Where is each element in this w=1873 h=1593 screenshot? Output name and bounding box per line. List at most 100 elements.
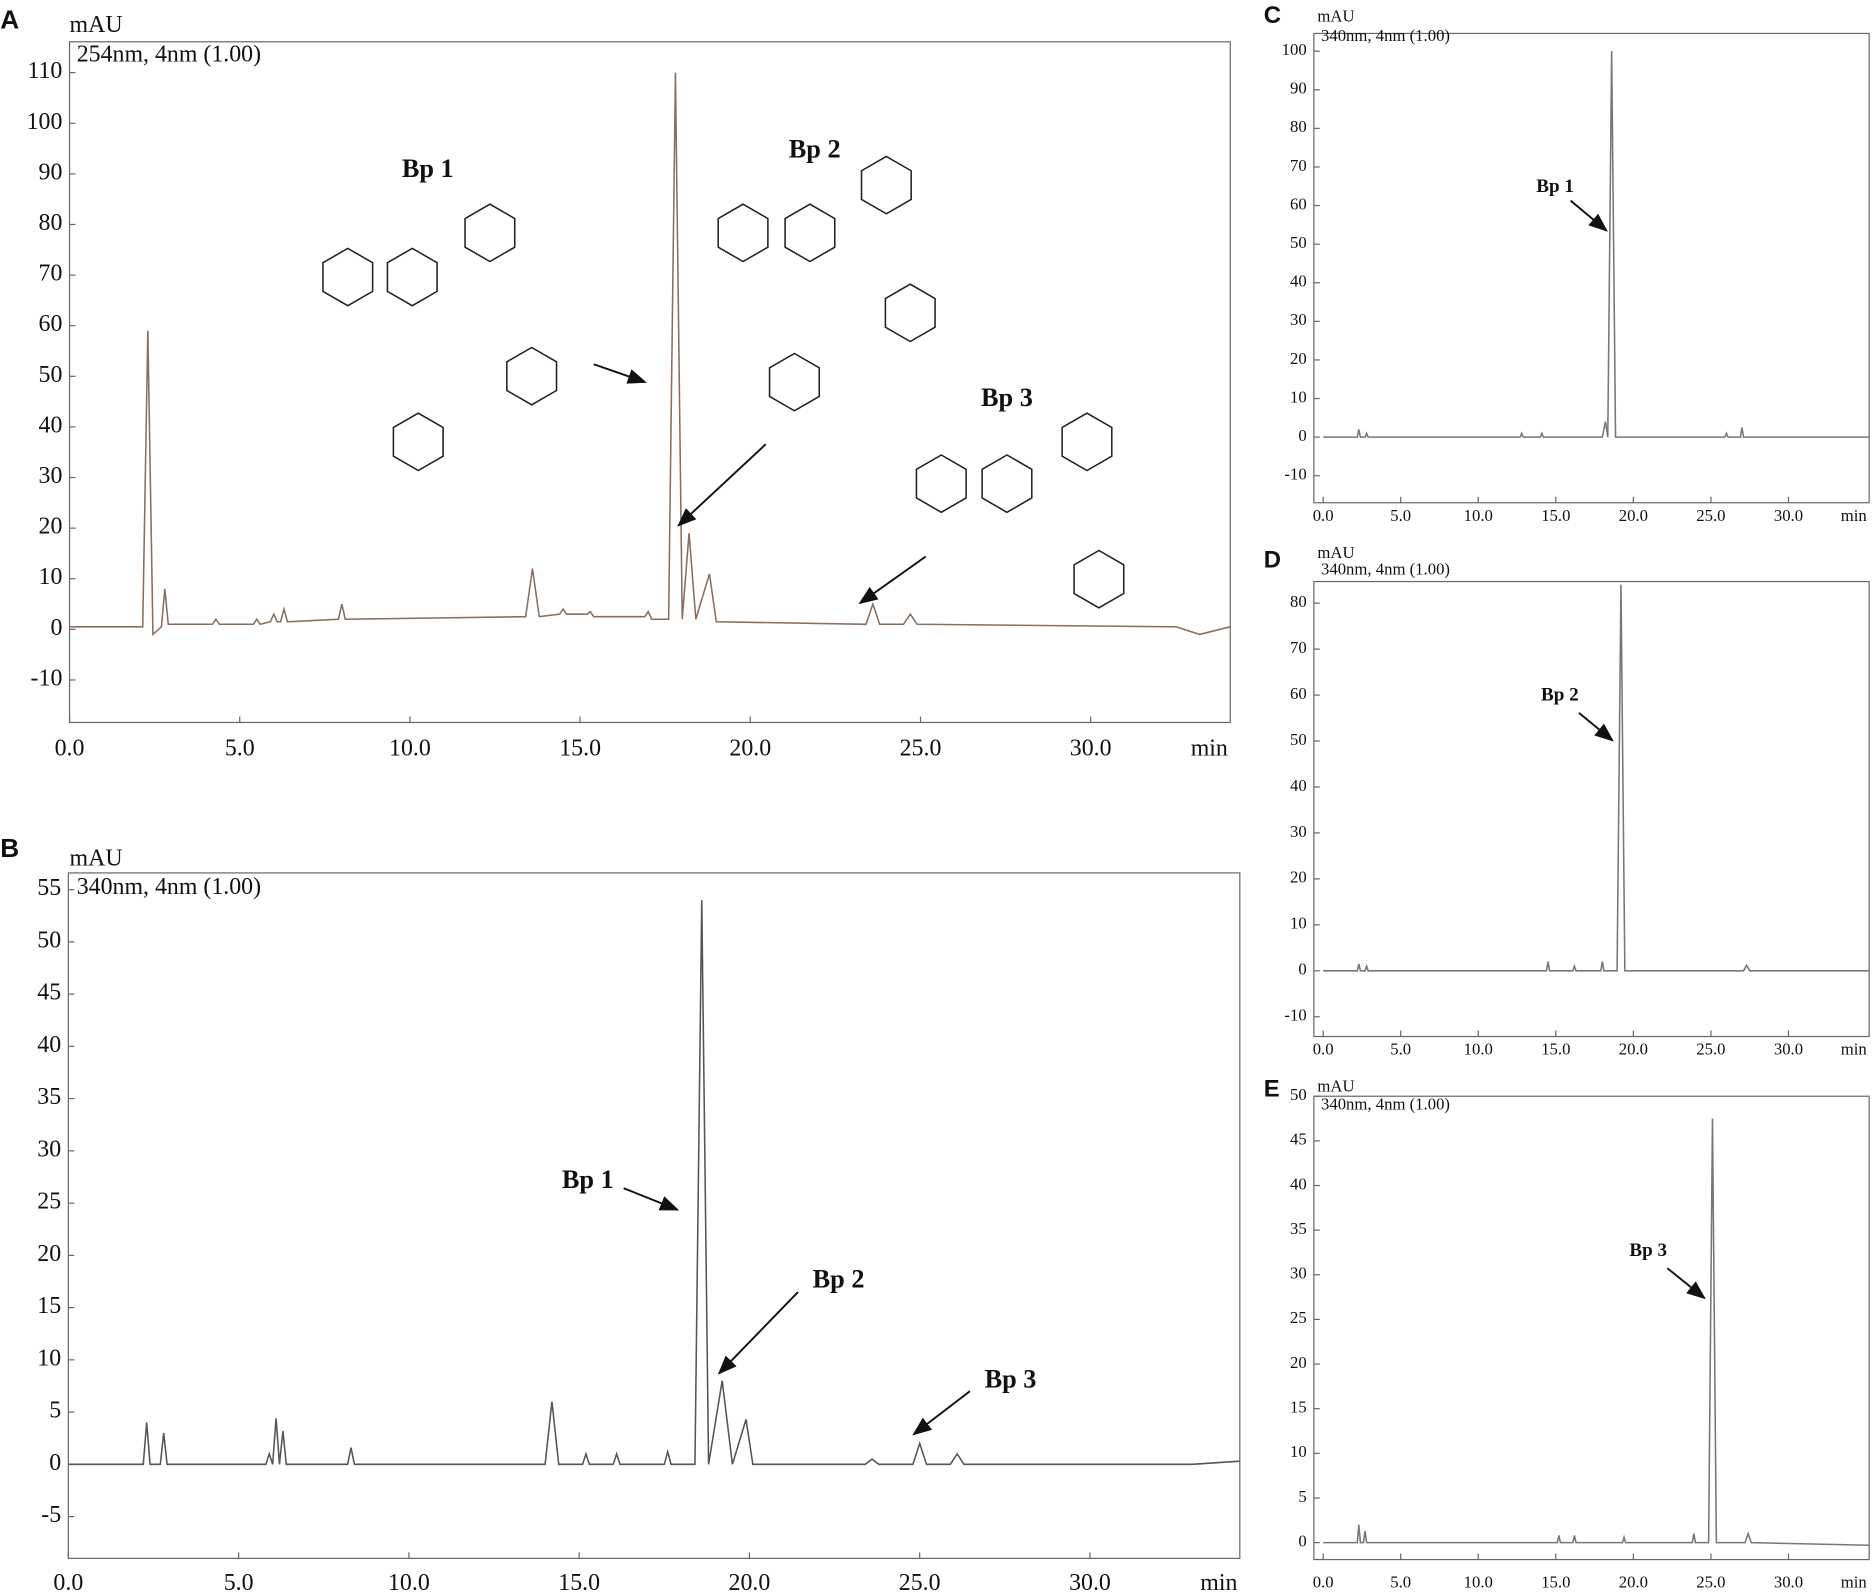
- y-tick-label: 10: [1290, 387, 1307, 406]
- y-tick-label: 0: [1298, 1531, 1306, 1550]
- structure-ring: [915, 454, 967, 514]
- x-tick-label: 10.0: [389, 735, 431, 761]
- peak-arrow: [1569, 199, 1608, 232]
- y-tick-label: 10: [39, 564, 63, 590]
- x-tick-label: 15.0: [558, 1570, 600, 1593]
- peak-arrow: [912, 1390, 971, 1436]
- y-tick-label: 25: [37, 1189, 61, 1215]
- y-axis-unit: mAU: [1317, 7, 1354, 26]
- x-tick-label: 25.0: [900, 735, 942, 761]
- x-tick-label: 15.0: [559, 735, 601, 761]
- x-tick-label: 15.0: [1541, 1040, 1570, 1059]
- y-tick-label: 55: [37, 875, 61, 901]
- x-axis-unit: min: [1841, 1040, 1868, 1059]
- channel-label: 340nm, 4nm (1.00): [77, 874, 261, 900]
- x-tick-label: 5.0: [225, 735, 255, 761]
- y-tick-label: 35: [37, 1084, 61, 1110]
- trace: [1323, 1118, 1870, 1547]
- y-tick-label: 40: [1290, 272, 1307, 291]
- y-tick-label: 0: [49, 1450, 61, 1476]
- y-tick-label: 70: [1290, 638, 1307, 657]
- x-tick-label: 5.0: [1390, 1040, 1411, 1059]
- peak-arrow: [593, 363, 647, 384]
- peak-label: Bp 3: [981, 383, 1033, 412]
- panel-letter: B: [0, 833, 19, 863]
- y-tick-label: -10: [31, 665, 63, 691]
- x-tick-label: 5.0: [1390, 1572, 1411, 1591]
- x-tick-label: 30.0: [1774, 1572, 1803, 1591]
- x-tick-label: 5.0: [1390, 506, 1411, 525]
- structure-ring: [1061, 412, 1113, 472]
- y-tick-label: 80: [1290, 117, 1307, 136]
- x-tick-label: 25.0: [1696, 1572, 1725, 1591]
- structure-ring: [784, 203, 836, 263]
- y-tick-label: 45: [1290, 1130, 1307, 1149]
- peak-label: Bp 3: [985, 1365, 1037, 1394]
- x-tick-label: 20.0: [729, 735, 771, 761]
- y-tick-label: 15: [1290, 1398, 1307, 1417]
- y-tick-label: 25: [1290, 1308, 1307, 1327]
- x-tick-label: 15.0: [1541, 1572, 1570, 1591]
- y-tick-label: 50: [37, 927, 61, 953]
- channel-label: 254nm, 4nm (1.00): [77, 42, 261, 68]
- x-tick-label: 30.0: [1070, 735, 1112, 761]
- y-tick-label: 5: [1298, 1487, 1306, 1506]
- y-tick-label: 60: [1290, 194, 1307, 213]
- y-tick-label: 50: [1290, 730, 1307, 749]
- panel-letter: D: [1264, 547, 1281, 574]
- y-tick-label: 100: [27, 109, 63, 135]
- y-tick-label: 40: [1290, 776, 1307, 795]
- x-tick-label: 25.0: [899, 1570, 941, 1593]
- y-tick-label: 20: [39, 514, 63, 540]
- peak-arrow: [677, 443, 767, 527]
- y-tick-label: 15: [37, 1293, 61, 1319]
- y-tick-label: 20: [1290, 1353, 1307, 1372]
- trace: [69, 72, 1231, 637]
- trace: [68, 900, 1240, 1466]
- plot-frame: [67, 872, 1241, 1559]
- y-tick-label: 100: [1282, 40, 1307, 59]
- y-tick-label: 70: [1290, 156, 1307, 175]
- y-tick-label: -10: [1284, 1006, 1306, 1025]
- y-tick-label: 30: [37, 1136, 61, 1162]
- y-tick-label: 20: [1290, 349, 1307, 368]
- x-tick-label: 0.0: [55, 735, 85, 761]
- structure-ring: [322, 247, 374, 307]
- plot-frame: [1313, 1095, 1870, 1561]
- y-tick-label: 20: [37, 1241, 61, 1267]
- y-axis-unit: mAU: [70, 845, 123, 871]
- structure-ring: [506, 346, 558, 406]
- peak-label: Bp 2: [813, 1264, 865, 1293]
- x-axis-unit: min: [1841, 506, 1868, 525]
- y-tick-label: 10: [37, 1345, 61, 1371]
- y-axis-unit: mAU: [70, 12, 123, 38]
- y-tick-label: 80: [1290, 592, 1307, 611]
- x-tick-label: 20.0: [729, 1570, 771, 1593]
- x-tick-label: 30.0: [1774, 506, 1803, 525]
- y-tick-label: 50: [1290, 1085, 1307, 1104]
- channel-label: 340nm, 4nm (1.00): [1321, 1095, 1450, 1114]
- structure-ring: [860, 155, 912, 215]
- x-tick-label: 30.0: [1774, 1040, 1803, 1059]
- peak-arrow: [717, 1291, 799, 1375]
- plot-frame: [1313, 32, 1870, 504]
- x-tick-label: 10.0: [388, 1570, 430, 1593]
- channel-label: 340nm, 4nm (1.00): [1321, 560, 1450, 579]
- y-tick-label: 5: [49, 1398, 61, 1424]
- x-tick-label: 10.0: [1464, 506, 1493, 525]
- y-tick-label: 10: [1290, 914, 1307, 933]
- y-tick-label: 20: [1290, 868, 1307, 887]
- y-tick-label: 35: [1290, 1219, 1307, 1238]
- peak-label: Bp 2: [789, 135, 841, 164]
- channel-label: 340nm, 4nm (1.00): [1321, 26, 1450, 45]
- peak-label: Bp 1: [402, 154, 454, 183]
- panel-letter: C: [1264, 2, 1281, 29]
- x-tick-label: 15.0: [1541, 506, 1570, 525]
- plot-frame: [68, 41, 1231, 724]
- y-tick-label: 40: [37, 1032, 61, 1058]
- y-tick-label: 110: [27, 58, 62, 84]
- y-axis-unit: mAU: [1317, 543, 1354, 562]
- structure-ring: [768, 352, 821, 412]
- peak-label: Bp 1: [562, 1165, 614, 1194]
